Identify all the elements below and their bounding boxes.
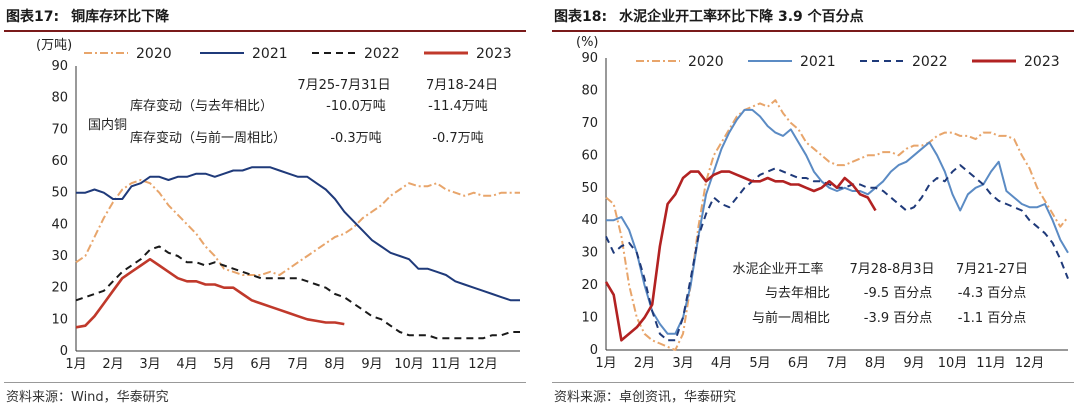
right-y-tick-label: 10 — [581, 311, 598, 326]
right-annotation-col2_header: 7月21-27日 — [956, 262, 1028, 277]
left-y-axis-label: (万吨) — [36, 38, 72, 53]
right-annotation-row1_v2: -4.3 百分点 — [958, 286, 1027, 301]
right-annotation-row1_label: 与去年相比 — [765, 286, 830, 301]
right-x-tick-label: 12月 — [1015, 356, 1045, 371]
left-y-tick-label: 90 — [51, 59, 68, 74]
right-y-tick-label: 20 — [581, 278, 598, 293]
right-y-tick-label: 50 — [581, 181, 598, 196]
right-legend-label-2022: 2022 — [912, 54, 948, 70]
left-annotation-row2_v2: -0.7万吨 — [432, 131, 483, 146]
right-x-tick-label: 4月 — [711, 356, 732, 371]
right-x-tick-label: 5月 — [749, 356, 770, 371]
right-annotation-row2_v2: -1.1 百分点 — [958, 311, 1027, 326]
left-figure-label: 图表17: — [6, 9, 60, 25]
left-figure-title: 图表17: 铜库存环比下降 — [6, 6, 169, 26]
left-x-tick-label: 2月 — [102, 357, 123, 372]
right-y-tick-label: 60 — [581, 148, 598, 163]
left-y-tick-label: 20 — [51, 281, 68, 296]
left-legend-label-2021: 2021 — [252, 46, 288, 62]
left-figure-title-text: 铜库存环比下降 — [71, 9, 170, 25]
left-x-tick-label: 4月 — [176, 357, 197, 372]
left-y-tick-label: 10 — [51, 312, 68, 327]
right-y-tick-label: 40 — [581, 213, 598, 228]
right-source-rule — [552, 382, 1074, 383]
left-annotation-row1_v2: -11.4万吨 — [428, 99, 488, 114]
right-series-line-2021 — [606, 108, 1069, 335]
right-annotation-group_label: 水泥企业开工率 — [732, 261, 823, 277]
right-annotation-row1_v1: -9.5 百分点 — [864, 286, 933, 301]
left-series-line-2022 — [75, 245, 520, 340]
left-series-line-2021 — [76, 166, 520, 302]
left-y-tick-label: 0 — [60, 344, 68, 359]
right-series-line-2023 — [604, 170, 877, 342]
left-x-tick-label: 9月 — [361, 357, 382, 372]
left-annotation-row2_v1: -0.3万吨 — [330, 131, 381, 146]
left-annotation-col2_header: 7月18-24日 — [426, 78, 498, 93]
left-x-tick-label: 7月 — [287, 357, 308, 372]
right-figure-label: 图表18: — [554, 9, 608, 25]
left-source-note: 资料来源：Wind，华泰研究 — [6, 390, 169, 405]
right-x-tick-label: 7月 — [826, 356, 847, 371]
right-y-tick-label: 80 — [581, 83, 598, 98]
left-annotation-row1_label: 库存变动（与去年相比） — [130, 98, 273, 114]
left-source-rule — [4, 382, 526, 383]
left-annotation-col1_header: 7月25-7月31日 — [297, 78, 390, 93]
right-annotation-row2_label: 与前一周相比 — [752, 310, 830, 326]
left-y-tick-label: 30 — [51, 249, 68, 264]
left-annotation-row1_v1: -10.0万吨 — [326, 99, 386, 114]
right-source-note: 资料来源：卓创资讯，华泰研究 — [554, 390, 737, 405]
right-series-line-2020 — [605, 99, 1069, 351]
left-legend-label-2022: 2022 — [364, 46, 400, 62]
left-y-tick-label: 40 — [51, 217, 68, 232]
right-x-tick-label: 6月 — [788, 356, 809, 371]
left-chart: (万吨) 0 10 20 30 40 50 60 70 80 90 1月 2月 3月 4月 5月 6月 7月 8月 9… — [36, 38, 520, 372]
left-annotation-row2_label: 库存变动（与前一周相比） — [130, 130, 286, 146]
left-y-tick-label: 60 — [51, 154, 68, 169]
right-y-axis-label: (%) — [576, 35, 599, 50]
right-y-tick-label: 70 — [581, 116, 598, 131]
right-x-tick-label: 10月 — [938, 356, 968, 371]
left-x-tick-label: 11月 — [431, 357, 461, 372]
left-title-rule — [4, 30, 526, 32]
left-y-tick-label: 70 — [51, 122, 68, 137]
left-x-tick-label: 3月 — [139, 357, 160, 372]
left-x-tick-label: 1月 — [65, 357, 86, 372]
right-legend-label-2021: 2021 — [800, 54, 836, 70]
left-figure-panel: 图表17: 铜库存环比下降 (万吨) 0 10 20 30 40 50 60 70 80 90 1月 2月… — [0, 0, 532, 414]
left-annotation-group_label: 国内铜 — [88, 117, 127, 133]
right-legend-label-2023: 2023 — [1024, 54, 1060, 70]
right-annotation-row2_v1: -3.9 百分点 — [864, 311, 933, 326]
right-x-tick-label: 9月 — [903, 356, 924, 371]
left-legend-label-2020: 2020 — [136, 46, 172, 62]
right-figure-title-text: 水泥企业开工率环比下降 3.9 个百分点 — [619, 9, 864, 25]
right-x-tick-label: 11月 — [976, 356, 1006, 371]
right-figure-panel: 图表18: 水泥企业开工率环比下降 3.9 个百分点 (%) 0 10 20 30 40 50… — [548, 0, 1080, 414]
right-y-tick-label: 90 — [581, 51, 598, 66]
right-chart: (%) 0 10 20 30 40 50 60 70 80 90 1月 2月 3月 4月 5月 6月 7月 8月 9月… — [576, 35, 1069, 371]
left-x-tick-label: 6月 — [250, 357, 271, 372]
left-x-tick-label: 10月 — [394, 357, 424, 372]
right-x-tick-label: 1月 — [595, 356, 616, 371]
left-x-tick-label: 12月 — [468, 357, 498, 372]
right-y-tick-label: 30 — [581, 246, 598, 261]
left-x-tick-label: 8月 — [324, 357, 345, 372]
right-figure-title: 图表18: 水泥企业开工率环比下降 3.9 个百分点 — [554, 6, 864, 26]
right-y-tick-label: 0 — [590, 343, 598, 358]
left-y-tick-label: 80 — [51, 91, 68, 106]
left-series-line-2023 — [75, 257, 345, 329]
left-legend-label-2023: 2023 — [476, 46, 512, 62]
left-series-line-2020 — [75, 179, 520, 276]
right-x-tick-label: 8月 — [865, 356, 886, 371]
right-x-tick-label: 2月 — [634, 356, 655, 371]
right-title-rule — [552, 30, 1074, 32]
left-y-tick-label: 50 — [51, 186, 68, 201]
left-x-tick-label: 5月 — [213, 357, 234, 372]
right-annotation-col1_header: 7月28-8月3日 — [849, 262, 934, 277]
right-legend-label-2020: 2020 — [688, 54, 724, 70]
right-x-tick-label: 3月 — [672, 356, 693, 371]
